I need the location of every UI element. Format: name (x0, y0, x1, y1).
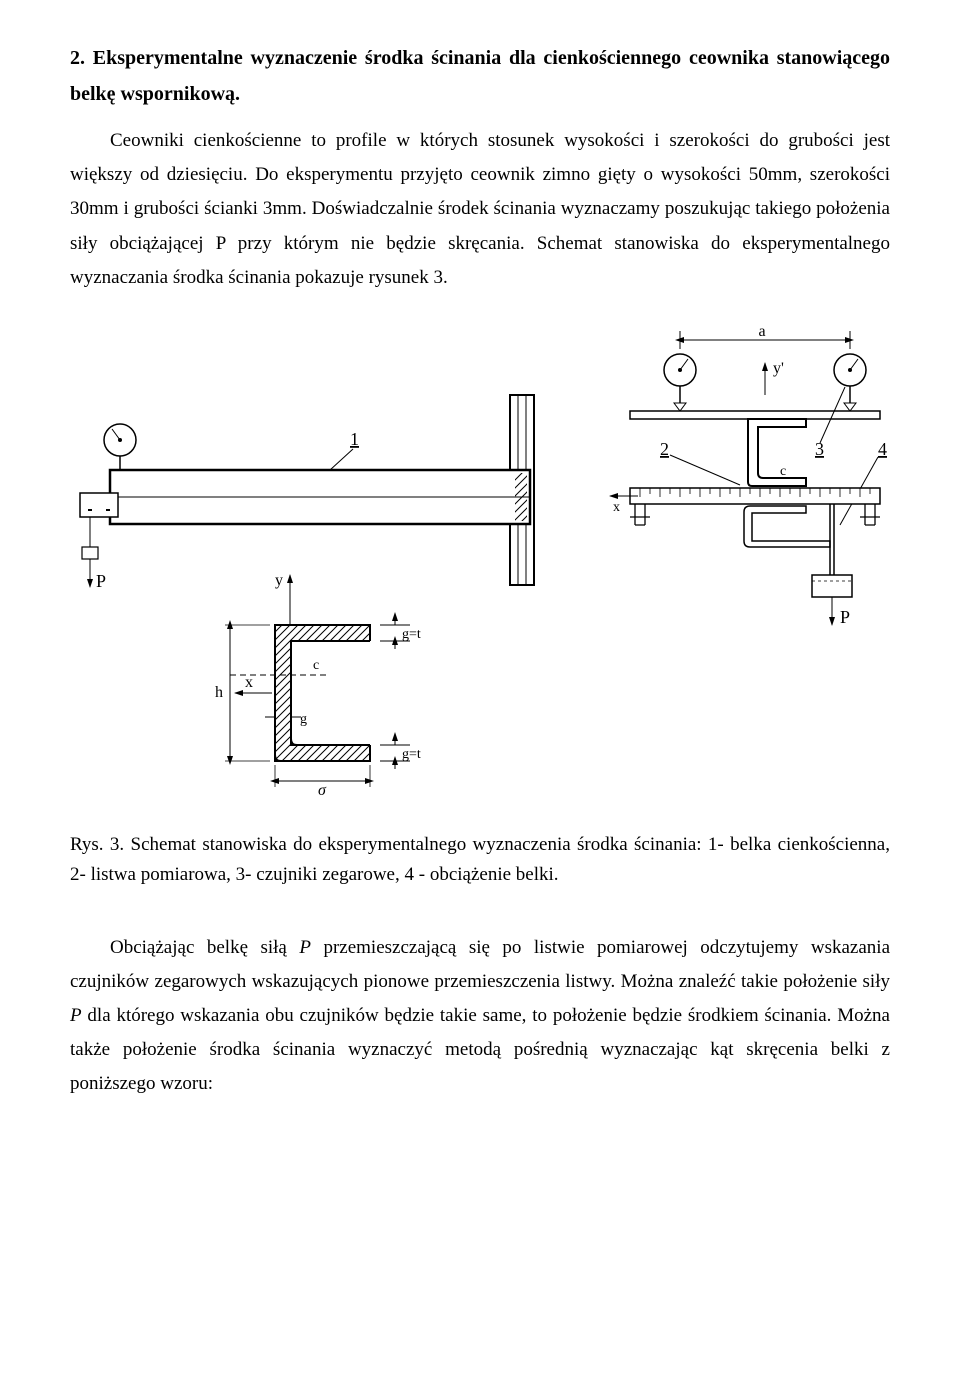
heading-text: Eksperymentalne wyznaczenie środka ścina… (70, 47, 890, 105)
page: 2. Eksperymentalne wyznaczenie środka śc… (0, 0, 960, 1375)
channel-end-top (748, 419, 806, 486)
label-2: 2 (660, 439, 669, 459)
label-g-mid: g (300, 712, 307, 727)
cross-section: y g=t c x (215, 572, 421, 795)
channel-bottom-bracket (744, 506, 830, 547)
label-P-right: P (840, 607, 850, 627)
figure-svg: a y' (70, 325, 890, 795)
paragraph-1: Ceowniki cienkościenne to profile w któr… (70, 124, 890, 295)
ruler (630, 488, 880, 504)
label-a: a (758, 325, 765, 340)
sym-P1: P (299, 937, 311, 958)
label-gt-top: g=t (402, 627, 421, 642)
label-4: 4 (878, 439, 887, 459)
gauge-left-beam (104, 424, 136, 470)
label-x-right: x (613, 500, 620, 515)
label-c-mid: c (313, 658, 319, 673)
figure-caption: Rys. 3. Schemat stanowiska do eksperymen… (70, 830, 890, 891)
left-load (80, 493, 118, 559)
label-y: y (275, 572, 283, 589)
caption-prefix: Rys. 3. (70, 834, 131, 855)
label-P-left: P (96, 571, 106, 591)
label-c-top: c (780, 464, 786, 479)
label-1: 1 (350, 429, 359, 449)
label-gt-bot: g=t (402, 747, 421, 762)
gauge-right-top (834, 354, 866, 411)
figure-3: a y' (70, 325, 890, 800)
heading-number: 2. (70, 47, 85, 69)
label-yprime: y' (773, 360, 784, 377)
section-heading: 2. Eksperymentalne wyznaczenie środka śc… (70, 40, 890, 112)
paragraph-2: Obciążając belkę siłą P przemieszczającą… (70, 931, 890, 1102)
label-x-mid: x (245, 674, 253, 691)
gauge-left-top (664, 354, 696, 411)
label-sigma: σ (318, 782, 327, 795)
label-h: h (215, 684, 223, 701)
label-3: 3 (815, 439, 824, 459)
caption-text: Schemat stanowiska do eksperymentalnego … (70, 834, 890, 885)
sym-P2: P (70, 1005, 82, 1026)
